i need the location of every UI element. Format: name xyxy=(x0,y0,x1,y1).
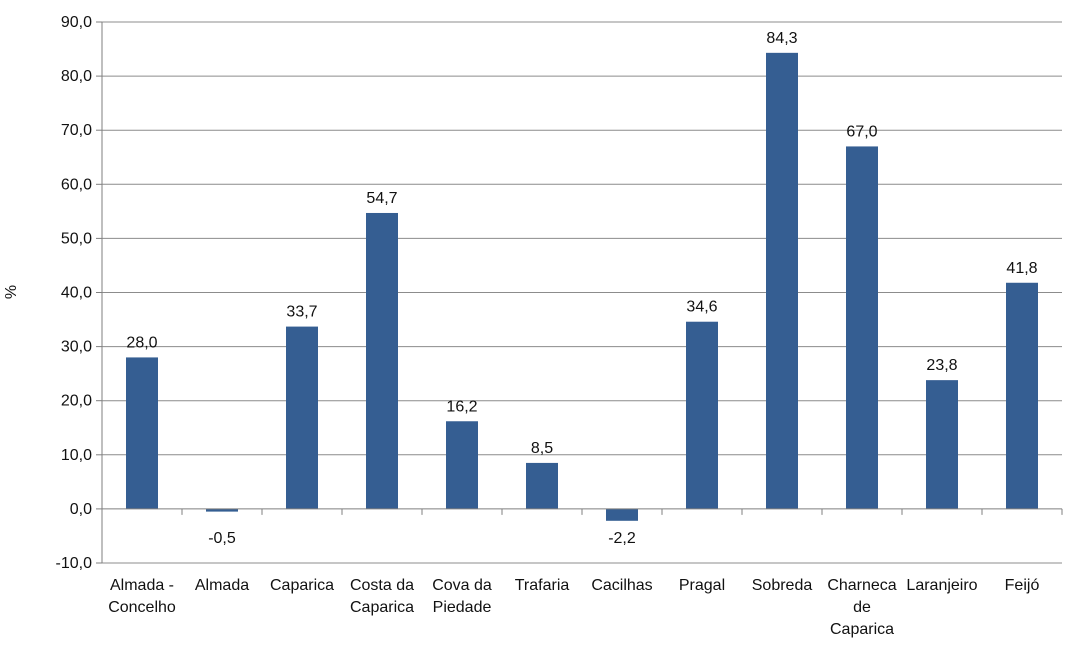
y-tick-label-2: 10,0 xyxy=(61,447,92,464)
bar-9 xyxy=(846,146,878,509)
x-tick-label-0: Almada - Concelho xyxy=(108,577,176,616)
bar-4 xyxy=(446,421,478,509)
x-tick-label-3: Costa da Caparica xyxy=(350,577,414,616)
data-label-5: 8,5 xyxy=(531,440,553,457)
data-label-4: 16,2 xyxy=(446,398,477,415)
x-tick-label-line: Trafaria xyxy=(515,577,570,594)
y-tick-label-10: 90,0 xyxy=(61,14,92,31)
x-tick-label-line: Cacilhas xyxy=(591,577,652,594)
x-tick-label-4: Cova da Piedade xyxy=(432,577,492,616)
bar-1 xyxy=(206,508,238,512)
bar-6 xyxy=(606,508,638,521)
x-tick-label-line: de xyxy=(853,599,871,616)
data-label-9: 67,0 xyxy=(846,123,877,140)
x-tick-label-7: Pragal xyxy=(679,577,725,594)
x-tick-label-line: Sobreda xyxy=(752,577,813,594)
data-label-8: 84,3 xyxy=(766,30,797,47)
data-label-10: 23,8 xyxy=(926,357,957,374)
x-tick-label-line: Concelho xyxy=(108,599,176,616)
bar-10 xyxy=(926,380,958,509)
bar-3 xyxy=(366,212,398,509)
axes xyxy=(96,21,1063,564)
x-tick-label-1: Almada xyxy=(195,577,249,594)
y-tick-label-9: 80,0 xyxy=(61,68,92,85)
y-tick-label-6: 50,0 xyxy=(61,230,92,247)
y-tick-label-5: 40,0 xyxy=(61,285,92,302)
y-axis-tick-labels: -10,0 0,0 10,0 20,0 30,0 40,0 50,0 60,0 70,0 80,0… xyxy=(56,14,93,572)
x-tick-label-line: Cova da xyxy=(432,577,492,594)
x-tick-label-line: Piedade xyxy=(433,599,492,616)
x-tick-label-2: Caparica xyxy=(270,577,334,594)
data-label-6: -2,2 xyxy=(608,530,636,547)
y-tick-label-4: 30,0 xyxy=(61,339,92,356)
x-tick-label-line: Charneca xyxy=(827,577,896,594)
data-label-0: 28,0 xyxy=(126,334,157,351)
x-axis-tick-labels: Almada - Concelho Almada Caparica Costa da Ca… xyxy=(108,577,1039,638)
bar-2 xyxy=(286,326,318,509)
data-label-2: 33,7 xyxy=(286,304,317,321)
x-tick-label-5: Trafaria xyxy=(515,577,570,594)
bar-0 xyxy=(126,357,158,509)
data-label-11: 41,8 xyxy=(1006,260,1037,277)
data-labels: 28,0 -0,5 33,7 54,7 16,2 8,5 -2,2 34,6 84,3 67,0 2… xyxy=(126,30,1037,547)
x-tick-label-line: Caparica xyxy=(270,577,334,594)
bar-7 xyxy=(686,321,718,509)
y-tick-label-1: 0,0 xyxy=(70,501,92,518)
bar-8 xyxy=(766,52,798,509)
y-tick-label-0: -10,0 xyxy=(56,555,93,572)
x-tick-label-9: Charneca de Caparica xyxy=(827,577,896,638)
x-tick-label-line: Almada - xyxy=(110,577,174,594)
y-axis-title: % xyxy=(3,285,20,299)
x-tick-label-10: Laranjeiro xyxy=(906,577,977,594)
x-tick-label-line: Feijó xyxy=(1005,577,1040,594)
y-tick-label-3: 20,0 xyxy=(61,393,92,410)
data-label-7: 34,6 xyxy=(686,299,717,316)
x-tick-label-line: Pragal xyxy=(679,577,725,594)
x-tick-label-line: Caparica xyxy=(350,599,414,616)
x-tick-label-line: Caparica xyxy=(830,621,894,638)
gridlines xyxy=(102,21,1062,564)
x-tick-label-8: Sobreda xyxy=(752,577,813,594)
x-tick-label-line: Almada xyxy=(195,577,249,594)
y-tick-label-7: 60,0 xyxy=(61,176,92,193)
x-tick-label-line: Costa da xyxy=(350,577,414,594)
y-tick-label-8: 70,0 xyxy=(61,122,92,139)
bar-series xyxy=(126,52,1038,521)
bar-5 xyxy=(526,462,558,509)
bar-11 xyxy=(1006,282,1038,509)
x-tick-label-11: Feijó xyxy=(1005,577,1040,594)
data-label-3: 54,7 xyxy=(366,190,397,207)
x-tick-label-line: Laranjeiro xyxy=(906,577,977,594)
x-tick-label-6: Cacilhas xyxy=(591,577,652,594)
data-label-1: -0,5 xyxy=(208,530,236,547)
